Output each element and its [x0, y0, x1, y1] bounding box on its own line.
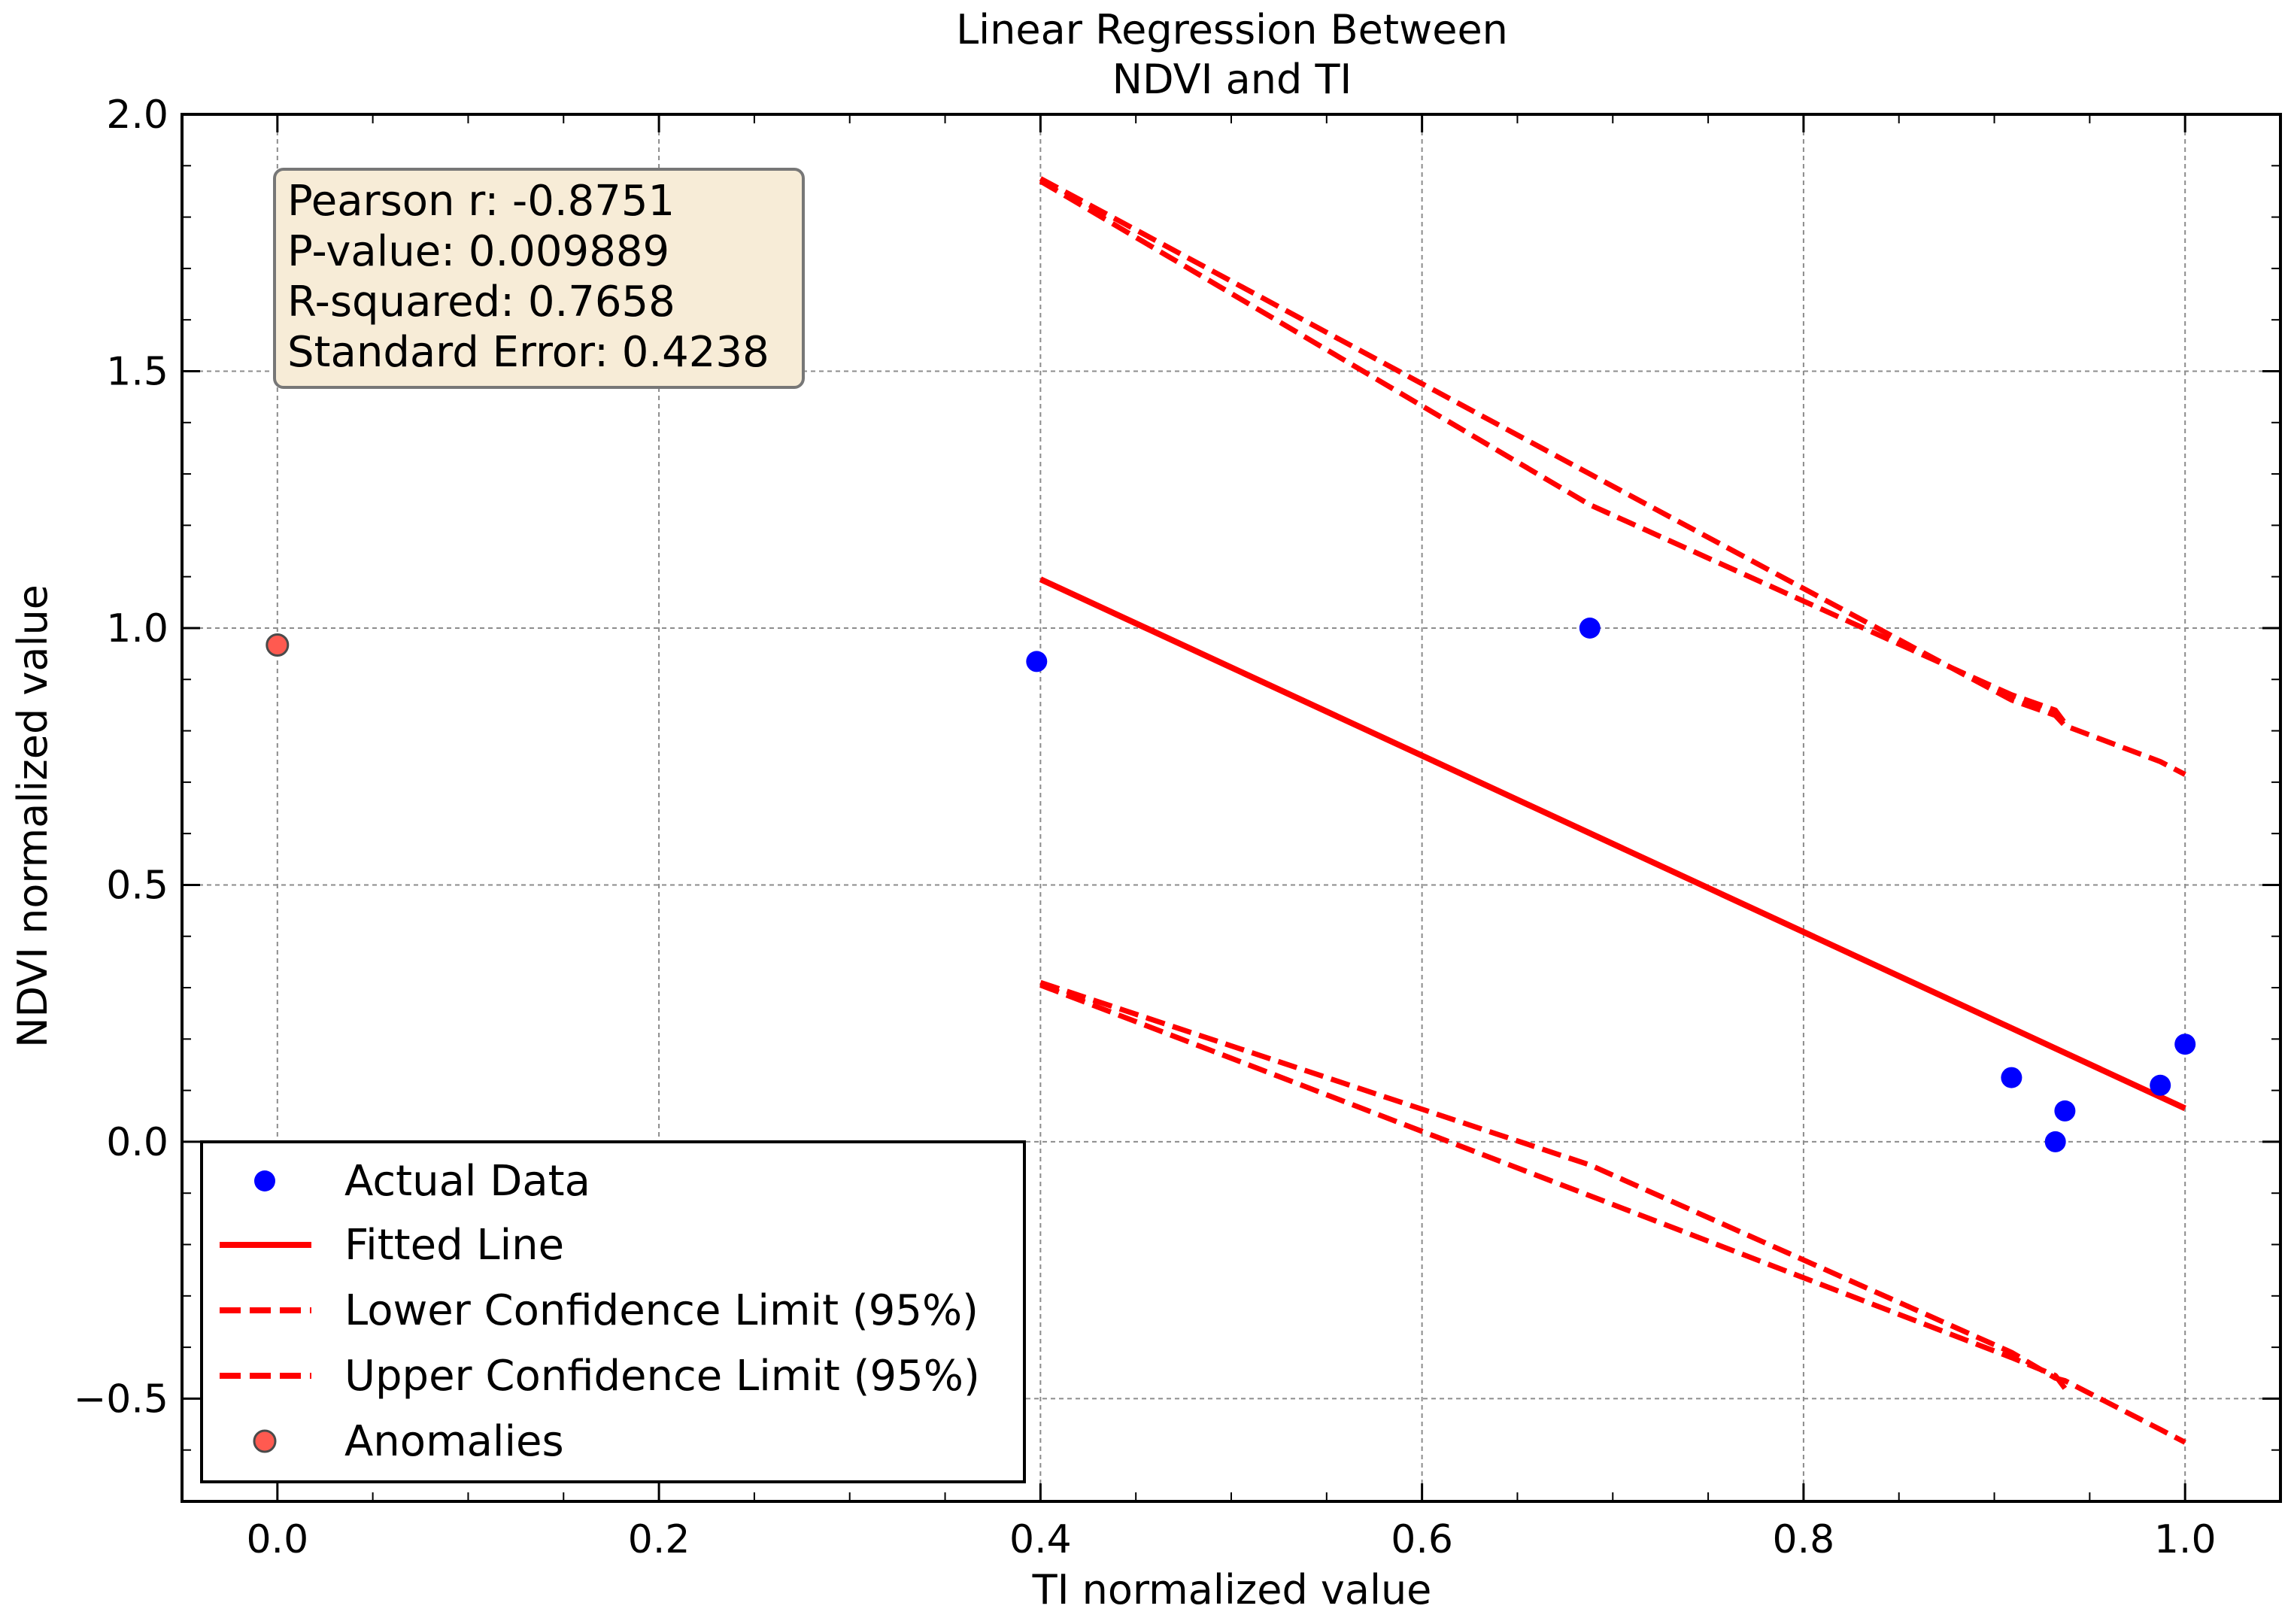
y-tick-label: −0.5: [74, 1377, 168, 1422]
stats-box: Pearson r: -0.8751 P-value: 0.009889 R-s…: [273, 168, 805, 389]
y-tick-label: 0.0: [106, 1120, 168, 1165]
y-tick-label: 2.0: [106, 93, 168, 138]
axes: 0.0 0.2 0.4 0.6 0.8 1.0 −0.5 0.0 0.5 1.0 1.5 2.0: [74, 93, 2282, 1562]
x-axis-label: TI normalized value: [1032, 1566, 1432, 1613]
data-point: [1026, 651, 1048, 672]
data-point: [2174, 1034, 2196, 1055]
stats-standard-error: Standard Error: 0.4238: [287, 328, 769, 377]
anomaly-point: [266, 633, 290, 657]
legend: Actual Data Fitted Line Lower Confidence…: [200, 1140, 1026, 1483]
y-tick-label: 1.0: [106, 606, 168, 651]
x-tick-label: 1.0: [2154, 1517, 2217, 1562]
stats-p-value: P-value: 0.009889: [287, 227, 669, 276]
legend-label-fitted-line: Fitted Line: [344, 1221, 564, 1270]
chart-title-line-1: Linear Regression Between: [956, 6, 1508, 53]
stats-r-squared: R-squared: 0.7658: [287, 278, 675, 326]
plot-area: [266, 176, 2196, 1445]
y-tick-label: 1.5: [106, 349, 168, 394]
data-point: [1579, 618, 1601, 639]
legend-marker-anomalies: [253, 1429, 277, 1453]
y-tick-label: 0.5: [106, 863, 168, 908]
data-point: [2001, 1067, 2022, 1088]
series-line-5: [1039, 178, 2068, 725]
data-point: [2150, 1074, 2171, 1096]
data-point: [2054, 1100, 2076, 1122]
stats-pearson: Pearson r: -0.8751: [287, 177, 675, 226]
x-tick-label: 0.6: [1391, 1517, 1453, 1562]
legend-label-anomalies: Anomalies: [344, 1417, 564, 1466]
legend-marker-actual-data: [254, 1170, 275, 1191]
series-line-1: [1039, 576, 2186, 1112]
series-line-4: [1039, 982, 2068, 1390]
chart-title-line-2: NDVI and TI: [1112, 56, 1352, 103]
data-point: [2044, 1131, 2066, 1152]
y-axis-label: NDVI normalized value: [9, 584, 56, 1048]
legend-label-actual-data: Actual Data: [344, 1157, 590, 1206]
legend-frame: [200, 1140, 1026, 1483]
x-tick-label: 0.0: [246, 1517, 308, 1562]
x-tick-label: 0.4: [1009, 1517, 1072, 1562]
legend-label-lower-limit: Lower Confidence Limit (95%): [344, 1286, 979, 1335]
series-line-3: [1039, 176, 2186, 777]
x-tick-label: 0.8: [1773, 1517, 1835, 1562]
stats-box-frame: [273, 168, 805, 389]
legend-label-upper-limit: Upper Confidence Limit (95%): [344, 1352, 980, 1401]
x-tick-label: 0.2: [628, 1517, 690, 1562]
